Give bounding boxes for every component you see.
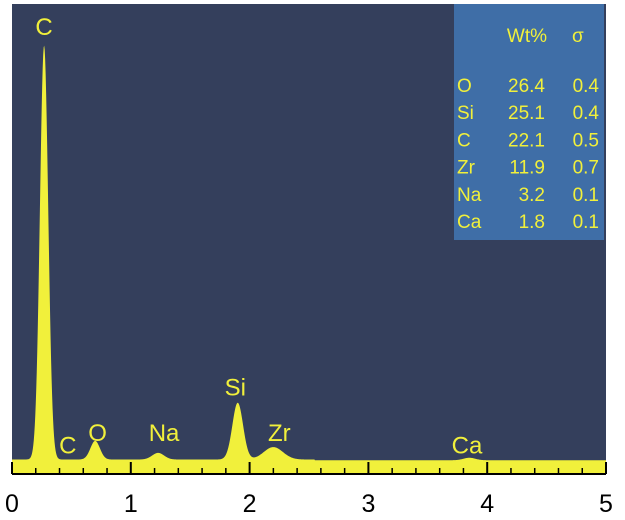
table-background — [454, 4, 604, 240]
table-cell-sigma: 0.1 — [573, 185, 599, 206]
table-cell-wt: 25.1 — [508, 103, 545, 124]
table-cell-element: Ca — [457, 212, 482, 233]
peak-label-o-2: O — [88, 420, 107, 447]
table-cell-wt: 3.2 — [519, 185, 545, 206]
table-cell-element: Na — [457, 185, 482, 206]
table-cell-wt: 26.4 — [508, 76, 545, 97]
table-rows: O 26.4 0.4 Si 25.1 0.4 C 22.1 0.5 Zr 11.9 0.7 Na 3.2 0… — [457, 76, 599, 233]
table-cell-wt: 1.8 — [519, 212, 545, 233]
table-cell-sigma: 0.4 — [573, 76, 600, 97]
peak-label-c-1: C — [59, 432, 76, 459]
x-tick-label: 2 — [243, 490, 257, 518]
x-tick-label: 5 — [599, 490, 613, 518]
x-tick-label: 1 — [124, 490, 138, 518]
peak-label-na-3: Na — [149, 420, 180, 447]
table-cell-element: O — [457, 76, 472, 97]
table-header-wt: Wt% — [507, 26, 547, 47]
peak-label-zr-5: Zr — [268, 420, 291, 447]
x-tick-label: 4 — [480, 490, 494, 518]
x-tick-label: 3 — [361, 490, 375, 518]
x-tick-label: 0 — [5, 490, 19, 518]
table-cell-sigma: 0.4 — [573, 103, 600, 124]
table-cell-sigma: 0.1 — [573, 212, 599, 233]
table-cell-wt: 22.1 — [508, 130, 545, 151]
peak-label-ca-6: Ca — [452, 432, 483, 459]
peak-label-si-4: Si — [225, 374, 246, 401]
table-cell-element: Zr — [457, 158, 476, 179]
table-cell-element: C — [457, 130, 471, 151]
table-cell-sigma: 0.7 — [573, 158, 599, 179]
table-cell-element: Si — [457, 103, 474, 124]
table-header-sigma: σ — [572, 26, 584, 47]
x-ticks: 0 1 2 3 4 5 — [5, 462, 613, 518]
table-cell-sigma: 0.5 — [573, 130, 599, 151]
peak-label-c-0: C — [35, 14, 52, 41]
composition-table: Wt% σ O 26.4 0.4 Si 25.1 0.4 C 22.1 0.5 Zr 11.9 0.7… — [454, 4, 604, 240]
table-cell-wt: 11.9 — [509, 158, 545, 179]
x-axis: 0 1 2 3 4 5 — [5, 462, 613, 518]
